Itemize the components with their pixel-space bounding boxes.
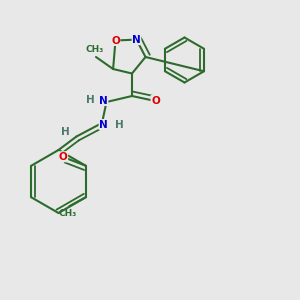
Text: N: N [99,119,108,130]
Text: H: H [115,120,124,130]
Text: O: O [59,152,68,162]
Text: CH₃: CH₃ [85,45,103,54]
Text: H: H [85,94,94,105]
Text: O: O [111,35,120,46]
Text: H: H [61,127,70,137]
Text: O: O [151,95,160,106]
Text: N: N [99,95,108,106]
Text: N: N [132,34,141,45]
Text: CH₃: CH₃ [59,209,77,218]
